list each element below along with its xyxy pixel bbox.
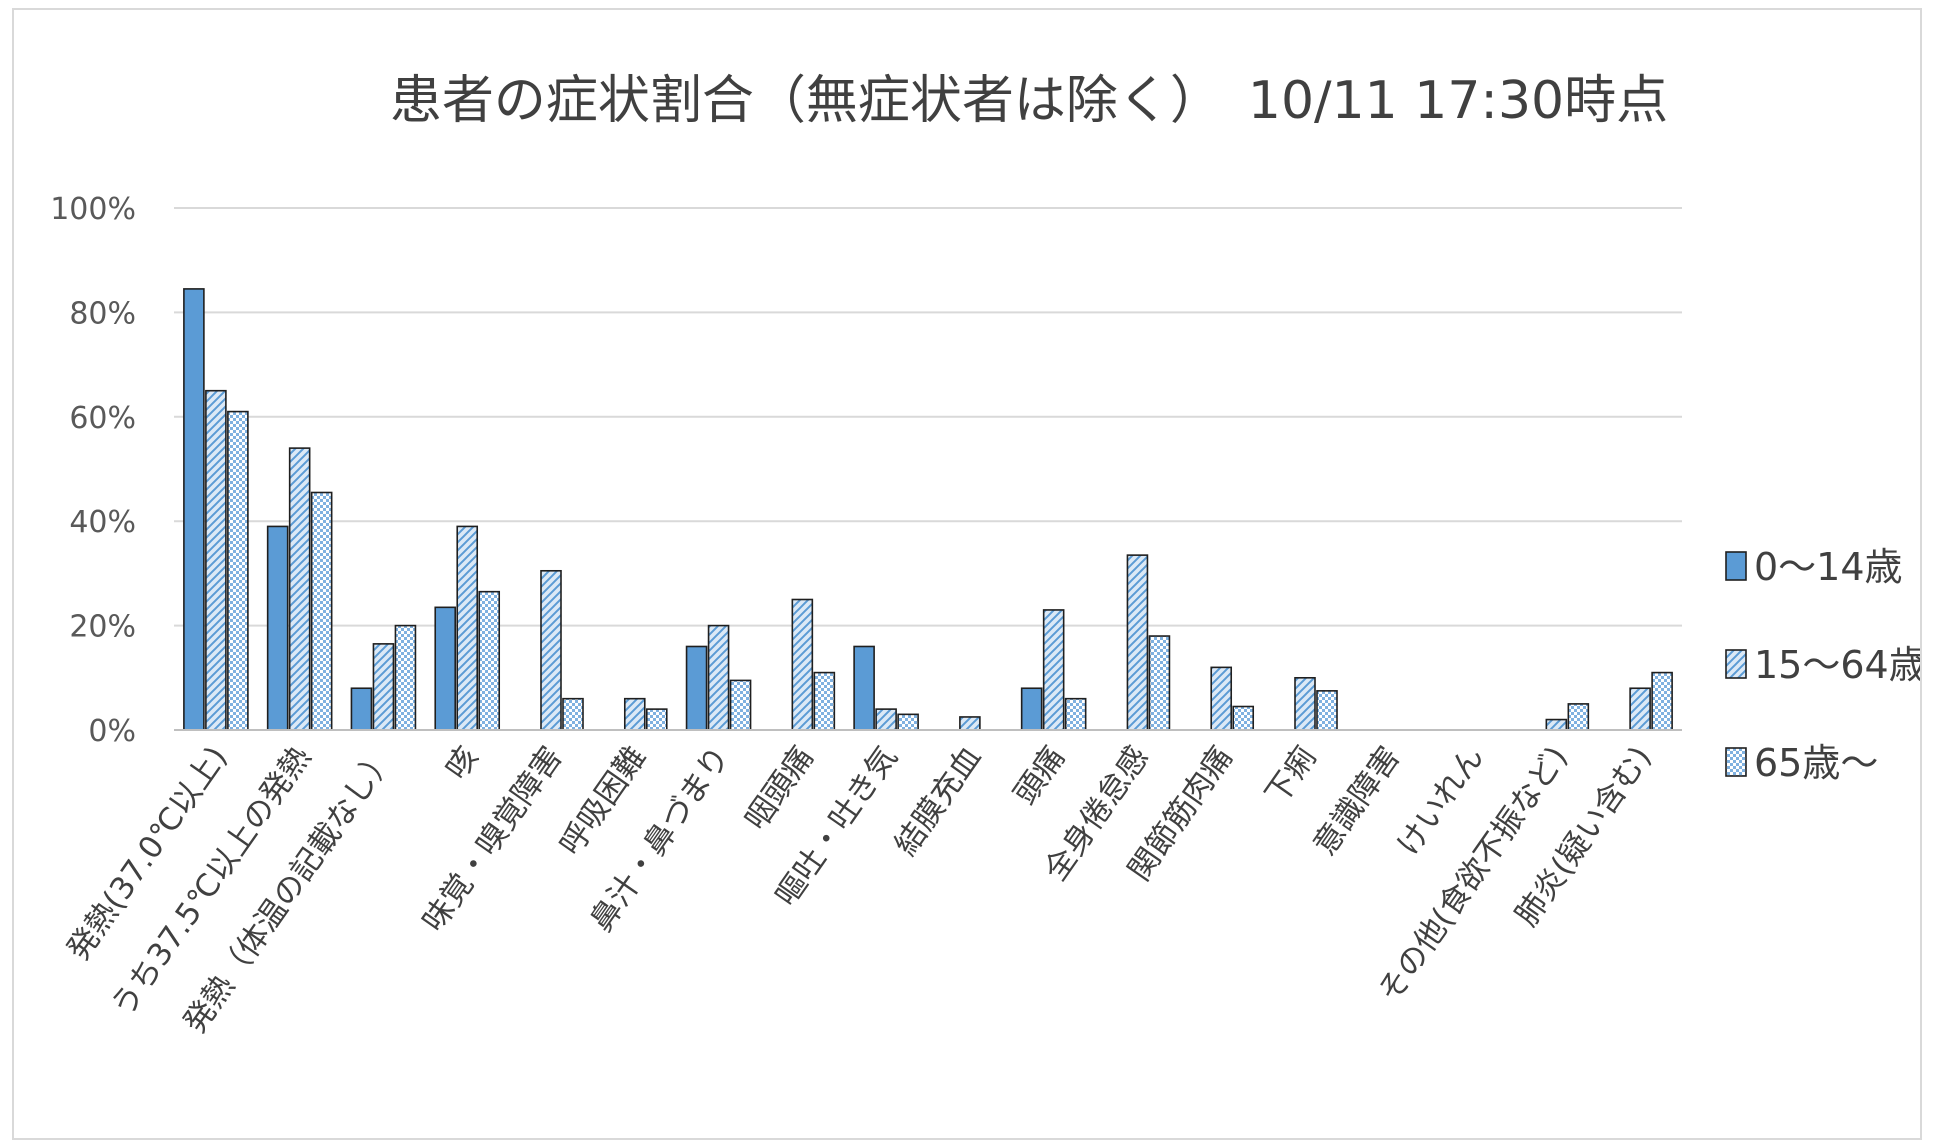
bar-2 — [1294, 676, 1316, 731]
bar-2 — [623, 697, 646, 731]
bar-1 — [1020, 687, 1043, 731]
bar-2 — [1126, 554, 1149, 731]
bar-2 — [205, 389, 227, 731]
bar-2 — [456, 525, 479, 731]
bar-2 — [1629, 687, 1651, 731]
bar-3 — [1651, 671, 1673, 731]
bar-1 — [350, 687, 373, 731]
bar-2 — [540, 569, 562, 731]
bar-1 — [183, 288, 205, 731]
bar-3 — [562, 697, 584, 731]
bar-3 — [1148, 635, 1171, 731]
legend-label: 65歳～ — [1754, 741, 1878, 785]
bar-2 — [1545, 718, 1568, 731]
y-tick-label: 0% — [88, 714, 136, 749]
bar-chart: 患者の症状割合（無症状者は除く） 10/11 17:30時点 0% 20% 40% 6… — [50, 71, 1920, 1040]
y-tick-label: 40% — [69, 505, 136, 540]
bar-1 — [853, 645, 875, 731]
bar-3 — [813, 671, 836, 731]
bar-1 — [434, 606, 457, 731]
bar-3 — [1232, 705, 1255, 731]
bar-2 — [288, 447, 311, 731]
bar-3 — [1316, 690, 1338, 731]
legend-swatch — [1725, 747, 1747, 777]
x-category-label: 味覚・嗅覚障害 — [416, 740, 570, 938]
bar-3 — [1064, 697, 1087, 731]
x-category-label: 下痢 — [1259, 740, 1324, 811]
chart-frame: 患者の症状割合（無症状者は除く） 10/11 17:30時点 0% 20% 40% 6… — [12, 8, 1922, 1140]
bar-2 — [959, 716, 981, 731]
bar-2 — [1042, 609, 1065, 731]
x-category-label: 咳 — [439, 740, 486, 786]
y-tick-label: 80% — [69, 296, 136, 331]
bar-1 — [685, 645, 708, 731]
bar-2 — [1210, 666, 1233, 731]
bars — [183, 288, 1673, 731]
bar-3 — [1567, 703, 1590, 731]
y-tick-label: 100% — [50, 192, 136, 227]
y-axis-ticks: 0% 20% 40% 60% 80% 100% — [50, 192, 136, 749]
bar-1 — [266, 525, 289, 731]
bar-3 — [478, 590, 501, 731]
legend-label: 15～64歳 — [1754, 643, 1920, 687]
legend-label: 0～14歳 — [1754, 545, 1903, 589]
bar-2 — [791, 598, 814, 731]
bar-3 — [897, 713, 919, 731]
x-category-label: 咽頭痛 — [738, 740, 821, 837]
bar-2 — [707, 624, 730, 731]
y-tick-label: 60% — [69, 401, 136, 436]
legend: 0～14歳 15～64歳 65歳～ — [1725, 545, 1920, 785]
chart-title: 患者の症状割合（無症状者は除く） 10/11 17:30時点 — [390, 71, 1668, 131]
bar-2 — [875, 708, 897, 731]
y-tick-label: 20% — [69, 610, 136, 645]
bar-3 — [729, 679, 752, 731]
legend-swatch — [1725, 649, 1747, 679]
bar-3 — [394, 624, 417, 731]
bar-3 — [227, 410, 249, 731]
bar-2 — [372, 643, 395, 731]
legend-swatch — [1725, 551, 1747, 581]
bar-3 — [310, 491, 333, 731]
x-category-label: 頭痛 — [1007, 740, 1072, 811]
bar-3 — [645, 708, 668, 731]
x-category-label: 結膜充血 — [888, 740, 989, 862]
gridlines — [174, 207, 1682, 627]
